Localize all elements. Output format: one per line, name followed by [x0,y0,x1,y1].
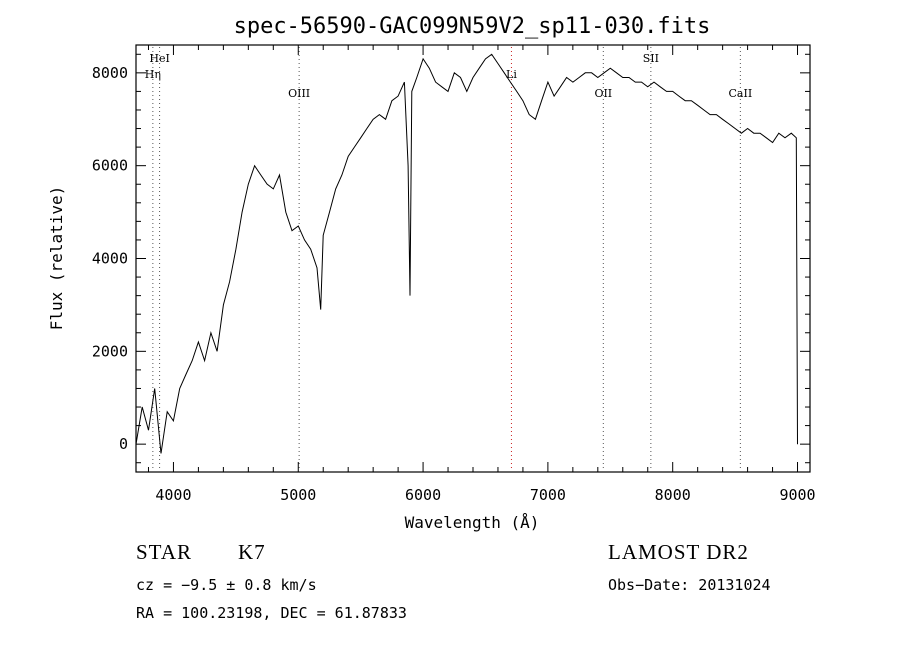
y-axis-label: Flux (relative) [47,186,66,331]
y-tick-label: 4000 [92,250,128,268]
x-tick-label: 6000 [405,486,441,504]
y-tick-label: 8000 [92,64,128,82]
object-class: STAR [136,540,192,564]
x-tick-label: 5000 [280,486,316,504]
plot-frame [135,44,811,473]
y-tick-label: 0 [119,435,128,453]
line-marker-label: Li [506,68,517,81]
redshift-cz: cz = −9.5 ± 0.8 km/s [136,576,317,594]
line-marker-label: OIII [288,87,310,100]
line-marker-label: OII [594,87,612,100]
x-tick-label: 4000 [155,486,191,504]
x-axis-label: Wavelength (Å) [405,513,540,532]
line-marker-label: Hη [145,68,161,81]
survey-name: LAMOST DR2 [608,540,749,564]
x-tick-label: 7000 [530,486,566,504]
x-tick-label: 8000 [655,486,691,504]
series-layer [135,53,798,454]
line-marker-label: HeI [149,52,169,65]
chart-title: spec-56590-GAC099N59V2_sp11-030.fits [234,14,711,39]
series-line [135,53,798,454]
y-tick-label: 2000 [92,342,128,360]
spectral-line-markers: Hη HeI OIII Li OII SII CaII [145,47,752,470]
y-tick-label: 6000 [92,157,128,175]
x-tick-label: 9000 [779,486,815,504]
observation-date: Obs−Date: 20131024 [608,576,771,594]
line-marker-label: SII [643,52,659,65]
axes: 4000 5000 6000 7000 8000 9000 0 2000 4000 6000 800… [92,45,816,504]
line-marker-label: CaII [729,87,753,100]
object-subclass: K7 [238,540,266,564]
coordinates: RA = 100.23198, DEC = 61.87833 [136,604,407,622]
